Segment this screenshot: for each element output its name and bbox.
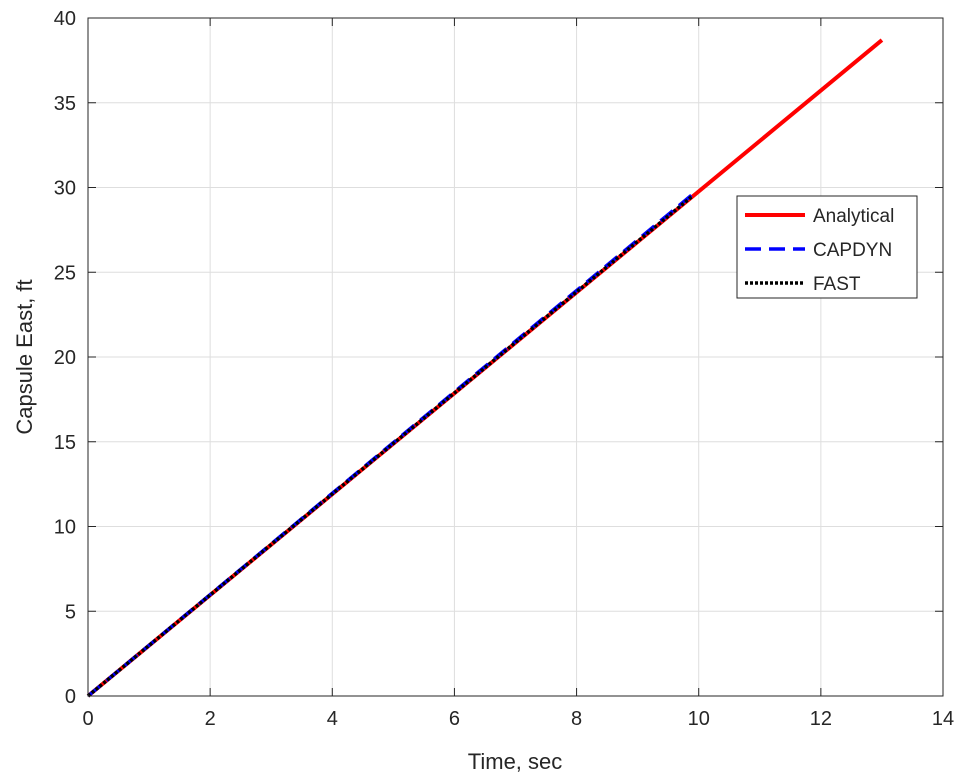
x-tick-label: 2: [205, 708, 216, 730]
y-tick-label: 25: [54, 262, 76, 284]
legend-label-capdyn: CAPDYN: [813, 240, 892, 261]
ticks: 0 2 4 6 8 10 12 14 0 5 10 15 20 25 30 35 40: [54, 8, 954, 730]
legend: Analytical CAPDYN FAST: [736, 195, 918, 299]
x-tick-label: 0: [82, 708, 93, 730]
series-line-fast: [86, 194, 694, 698]
x-tick-label: 10: [688, 708, 710, 730]
x-tick-label: 6: [449, 708, 460, 730]
y-tick-label: 15: [54, 432, 76, 454]
y-tick-label: 35: [54, 93, 76, 115]
y-tick-label: 10: [54, 517, 76, 539]
y-tick-label: 40: [54, 8, 76, 30]
legend-label-analytical: Analytical: [813, 206, 894, 227]
x-tick-label: 8: [571, 708, 582, 730]
x-tick-label: 4: [327, 708, 338, 730]
x-axis-label: Time, sec: [468, 749, 563, 774]
x-tick-label: 12: [810, 708, 832, 730]
y-axis-label: Capsule East, ft: [12, 279, 37, 434]
y-tick-label: 0: [65, 686, 76, 708]
y-tick-label: 20: [54, 347, 76, 369]
y-tick-label: 5: [65, 601, 76, 623]
legend-label-fast: FAST: [813, 274, 861, 295]
y-tick-label: 30: [54, 178, 76, 200]
series-lines: [86, 38, 884, 698]
x-tick-label: 14: [932, 708, 954, 730]
